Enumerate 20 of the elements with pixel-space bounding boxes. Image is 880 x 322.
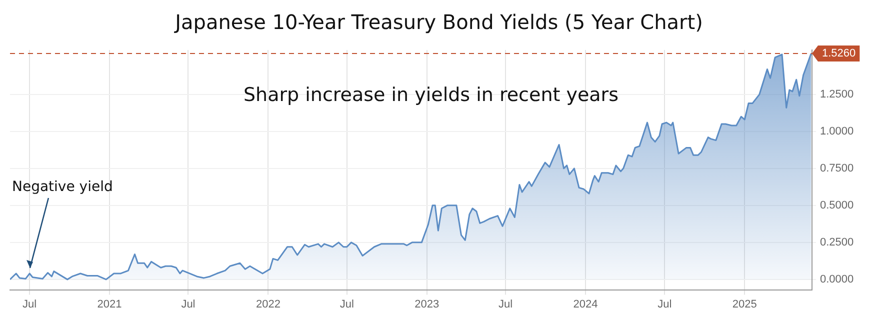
x-tick-label: Jul bbox=[658, 298, 672, 310]
x-tick-label: 2024 bbox=[573, 298, 598, 310]
x-tick-label: Jul bbox=[181, 298, 196, 310]
chart-title: Japanese 10-Year Treasury Bond Yields (5 Year Chart) bbox=[173, 10, 703, 34]
x-tick-label: 2021 bbox=[97, 298, 122, 310]
y-tick-label: 1.0000 bbox=[820, 125, 854, 138]
annotation: Sharp increase in yields in recent years bbox=[243, 84, 619, 106]
x-tick-label: 2022 bbox=[256, 298, 280, 310]
x-tick-label: Jul bbox=[340, 298, 354, 310]
x-tick-label: Jul bbox=[498, 298, 513, 310]
y-tick-label: 1.2500 bbox=[820, 88, 854, 100]
x-tick-label: 2023 bbox=[414, 298, 440, 310]
y-tick-label: 0.0000 bbox=[820, 273, 854, 286]
x-tick-label: Jul bbox=[22, 298, 37, 310]
annotation: Negative yield bbox=[12, 179, 113, 196]
y-tick-label: 0.2500 bbox=[820, 236, 854, 248]
ref-line-label: 1.5260 bbox=[822, 48, 856, 60]
x-tick-label: 2025 bbox=[732, 298, 757, 310]
y-tick-label: 0.5000 bbox=[820, 199, 854, 212]
y-tick-label: 0.7500 bbox=[820, 162, 854, 174]
